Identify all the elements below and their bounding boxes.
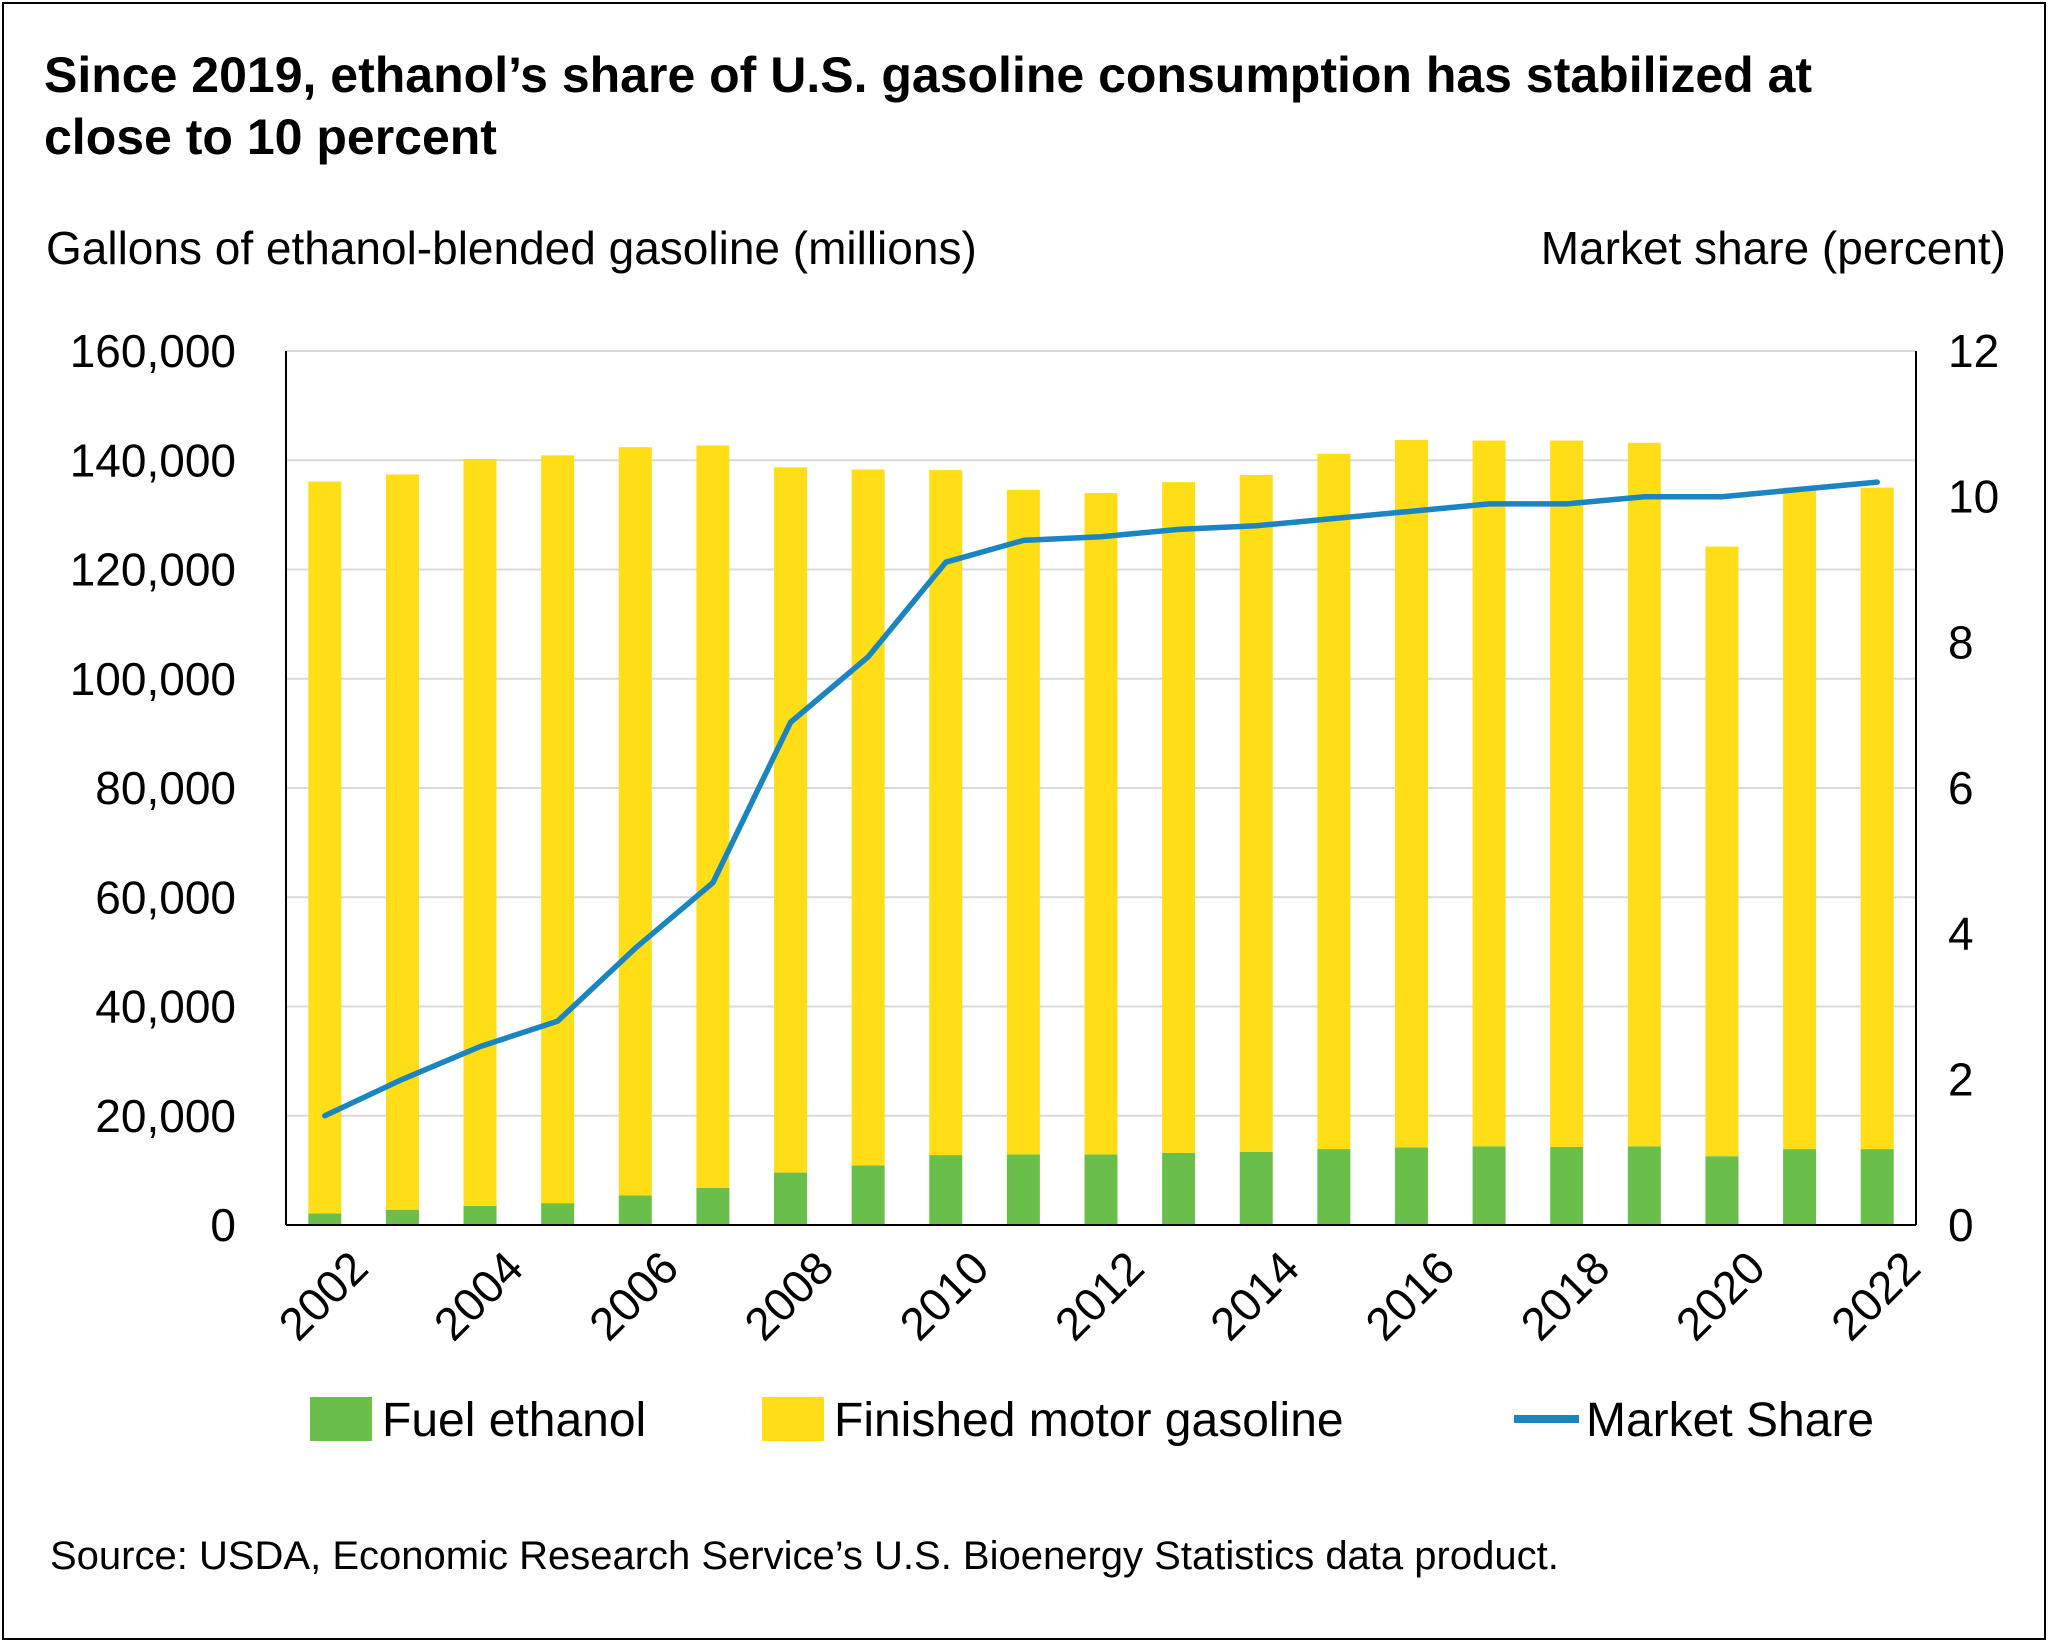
y-tick-label-left: 60,000 xyxy=(95,871,236,923)
y-tick-label-left: 20,000 xyxy=(95,1090,236,1142)
bar-finished-motor-gasoline xyxy=(1550,440,1584,1147)
legend: Fuel ethanol Finished motor gasoline Mar… xyxy=(310,1394,1874,1447)
bar-finished-motor-gasoline xyxy=(1006,489,1040,1155)
bar-finished-motor-gasoline xyxy=(851,469,885,1166)
y-axis-right-title: Market share (percent) xyxy=(1541,222,2006,274)
label-layer: Gallons of ethanol-blended gasoline (mil… xyxy=(46,222,2006,274)
line-layer xyxy=(322,479,1880,1119)
x-tick-label: 2010 xyxy=(889,1241,998,1350)
bar-fuel-ethanol xyxy=(308,1213,342,1225)
bar-fuel-ethanol xyxy=(1472,1146,1506,1225)
y-tick-label-right: 8 xyxy=(1948,616,1974,668)
y-tick-label-left: 40,000 xyxy=(95,981,236,1033)
bar-finished-motor-gasoline xyxy=(541,455,575,1204)
y-tick-label-left: 100,000 xyxy=(70,653,236,705)
bar-finished-motor-gasoline xyxy=(1783,487,1817,1150)
bar-fuel-ethanol xyxy=(696,1187,730,1225)
line-market-share xyxy=(322,479,1880,1119)
bar-fuel-ethanol xyxy=(618,1195,652,1225)
legend-swatch-fuel-ethanol xyxy=(310,1397,372,1441)
legend-label-market-share: Market Share xyxy=(1586,1394,1874,1447)
y-tick-label-right: 10 xyxy=(1948,471,1999,523)
source-note: Source: USDA, Economic Research Service’… xyxy=(50,1534,1559,1578)
y-tick-label-right: 2 xyxy=(1948,1053,1974,1105)
x-tick-label: 2020 xyxy=(1666,1241,1775,1350)
bar-finished-motor-gasoline xyxy=(308,481,342,1214)
bar-finished-motor-gasoline xyxy=(1239,474,1273,1152)
bar-finished-motor-gasoline xyxy=(385,474,419,1210)
x-tick-label: 2012 xyxy=(1045,1241,1154,1350)
bar-finished-motor-gasoline xyxy=(1394,440,1428,1148)
bar-finished-motor-gasoline xyxy=(1472,440,1506,1147)
y-tick-label-left: 80,000 xyxy=(95,762,236,814)
bar-finished-motor-gasoline xyxy=(929,470,963,1156)
bar-finished-motor-gasoline xyxy=(696,445,730,1188)
x-tick-label: 2004 xyxy=(424,1241,533,1350)
x-tick-label: 2018 xyxy=(1510,1241,1619,1350)
x-tick-label: 2002 xyxy=(268,1241,377,1350)
bar-fuel-ethanol xyxy=(1705,1156,1739,1225)
bar-fuel-ethanol xyxy=(1317,1149,1351,1225)
bar-fuel-ethanol xyxy=(1783,1149,1817,1225)
bar-finished-motor-gasoline xyxy=(1627,442,1661,1147)
y-tick-label-right: 6 xyxy=(1948,762,1974,814)
bar-layer xyxy=(308,440,1894,1225)
y-tick-label-left: 120,000 xyxy=(70,544,236,596)
x-tick-label: 2022 xyxy=(1821,1241,1930,1350)
bar-fuel-ethanol xyxy=(463,1205,497,1225)
bar-fuel-ethanol xyxy=(929,1155,963,1225)
bar-fuel-ethanol xyxy=(1239,1151,1273,1225)
bar-fuel-ethanol xyxy=(385,1209,419,1225)
bar-fuel-ethanol xyxy=(1550,1146,1584,1225)
bar-fuel-ethanol xyxy=(1627,1146,1661,1225)
bar-fuel-ethanol xyxy=(1162,1152,1196,1225)
y-tick-label-right: 0 xyxy=(1948,1199,1974,1251)
bar-finished-motor-gasoline xyxy=(1860,487,1894,1150)
x-tick-label: 2006 xyxy=(579,1241,688,1350)
y-tick-label-left: 140,000 xyxy=(70,434,236,486)
bar-fuel-ethanol xyxy=(851,1165,885,1225)
y-tick-label-right: 4 xyxy=(1948,908,1974,960)
bar-finished-motor-gasoline xyxy=(774,467,808,1173)
bar-fuel-ethanol xyxy=(1084,1154,1118,1225)
chart-title: Since 2019, ethanol’s share of U.S. gaso… xyxy=(44,47,1813,165)
bar-finished-motor-gasoline xyxy=(1705,546,1739,1157)
bar-fuel-ethanol xyxy=(1006,1154,1040,1225)
bar-fuel-ethanol xyxy=(1860,1149,1894,1225)
bar-finished-motor-gasoline xyxy=(1084,493,1118,1155)
x-tick-label: 2016 xyxy=(1355,1241,1464,1350)
x-tick-label: 2008 xyxy=(734,1241,843,1350)
y-tick-label-left: 0 xyxy=(210,1199,236,1251)
x-tick-label: 2014 xyxy=(1200,1241,1309,1350)
y-tick-label-left: 160,000 xyxy=(70,325,236,377)
chart-svg: 0 20,000 40,000 60,000 80,000 100,000 120,000 1… xyxy=(46,222,2006,1447)
bar-fuel-ethanol xyxy=(1394,1147,1428,1225)
bar-finished-motor-gasoline xyxy=(463,459,497,1206)
legend-swatch-finished-motor-gasoline xyxy=(762,1397,824,1441)
legend-label-fuel-ethanol: Fuel ethanol xyxy=(382,1394,646,1447)
legend-label-finished-motor-gasoline: Finished motor gasoline xyxy=(834,1394,1344,1447)
bar-finished-motor-gasoline xyxy=(1162,482,1196,1153)
y-tick-label-right: 12 xyxy=(1948,325,1999,377)
bar-fuel-ethanol xyxy=(774,1172,808,1225)
bar-finished-motor-gasoline xyxy=(618,447,652,1196)
bar-finished-motor-gasoline xyxy=(1317,453,1351,1150)
y-axis-left-title: Gallons of ethanol-blended gasoline (mil… xyxy=(46,222,977,274)
bar-fuel-ethanol xyxy=(541,1203,575,1225)
